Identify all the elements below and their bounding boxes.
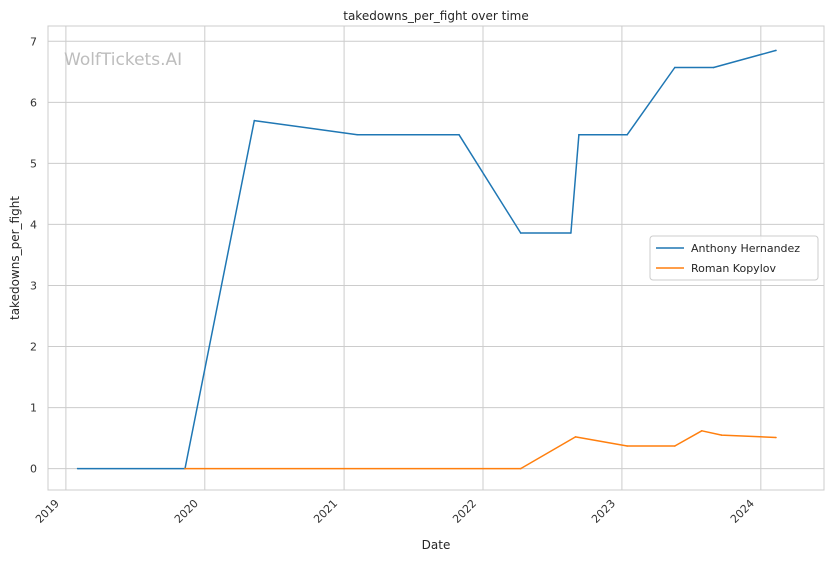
data-point-anthony-hernandez	[458, 133, 460, 136]
data-point-anthony-hernandez	[356, 133, 359, 136]
y-axis-title: takedowns_per_fight	[8, 196, 22, 320]
x-tick-label: 2022	[450, 497, 479, 526]
data-point-roman-kopylov	[519, 467, 522, 470]
data-point-anthony-hernandez	[519, 232, 522, 234]
x-tick-label: 2024	[728, 497, 757, 526]
x-tick-label: 2020	[172, 497, 201, 526]
y-tick-label: 5	[30, 157, 37, 170]
data-point-roman-kopylov	[626, 445, 628, 447]
x-axis-title: Date	[422, 538, 451, 552]
data-point-anthony-hernandez	[674, 66, 676, 69]
chart-title: takedowns_per_fight over time	[343, 9, 529, 23]
data-point-anthony-hernandez	[775, 49, 777, 52]
x-tick-label: 2019	[33, 497, 62, 526]
series-line-anthony-hernandez	[77, 49, 777, 470]
data-point-roman-kopylov	[574, 436, 577, 438]
y-tick-label: 7	[30, 35, 37, 48]
y-tick-label: 2	[30, 341, 37, 354]
y-tick-label: 4	[30, 218, 37, 231]
legend: Anthony Hernandez Roman Kopylov	[649, 235, 819, 281]
legend-box	[649, 235, 819, 281]
y-tick-label: 0	[30, 463, 37, 476]
y-tick-label: 3	[30, 279, 37, 292]
data-point-roman-kopylov	[720, 434, 723, 436]
legend-label-anthony-hernandez: Anthony Hernandez	[691, 242, 800, 255]
series-line-roman-kopylov	[185, 430, 777, 470]
y-tick-label: 1	[30, 402, 37, 415]
data-point-anthony-hernandez	[76, 467, 79, 470]
data-point-anthony-hernandez	[578, 133, 580, 136]
data-point-anthony-hernandez	[626, 133, 628, 136]
y-tick-label: 6	[30, 96, 37, 109]
watermark: WolfTickets.AI	[64, 50, 182, 70]
x-tick-label: 2021	[311, 497, 340, 526]
y-tick-labels: 0 1 2 3 4 5 6 7	[30, 35, 37, 475]
legend-label-roman-kopylov: Roman Kopylov	[691, 262, 776, 275]
data-point-roman-kopylov	[701, 430, 703, 432]
x-tick-label: 2023	[589, 497, 618, 526]
data-point-anthony-hernandez	[712, 66, 715, 69]
x-tick-labels: 2019 2020 2021 2022 2023 2024	[33, 497, 757, 526]
data-point-anthony-hernandez	[570, 232, 572, 234]
y-gridlines	[48, 40, 824, 470]
series-lines	[76, 49, 777, 470]
data-point-anthony-hernandez	[253, 119, 256, 122]
data-point-roman-kopylov	[184, 467, 186, 470]
data-point-roman-kopylov	[775, 436, 777, 439]
data-point-roman-kopylov	[674, 445, 676, 447]
